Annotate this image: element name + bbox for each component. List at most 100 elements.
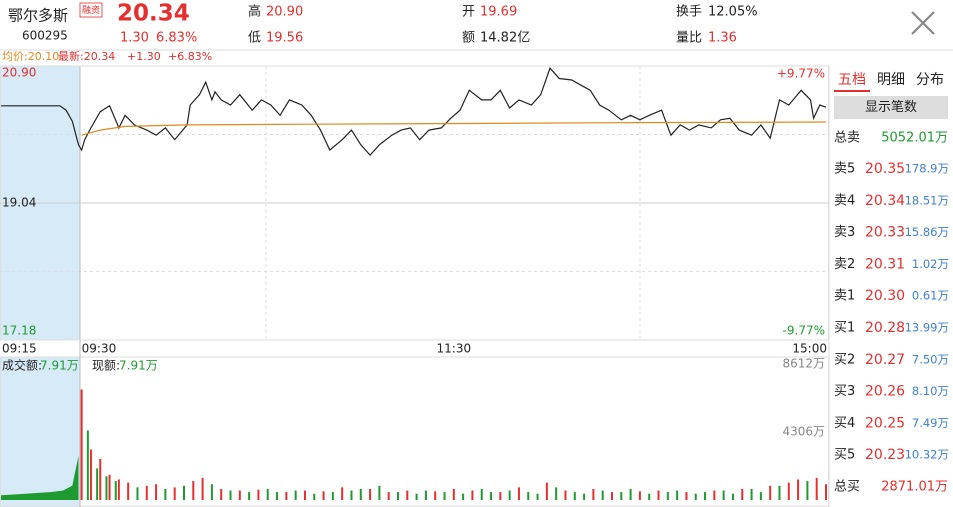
volume-bar	[536, 493, 539, 500]
volume-bar	[294, 490, 297, 500]
volume-bar	[676, 490, 679, 500]
volume-bar	[657, 490, 660, 500]
volume-bar	[573, 492, 576, 500]
y-tick-label: 8612万	[782, 357, 825, 371]
volume-bar	[787, 482, 790, 500]
volume-bar	[629, 488, 632, 500]
volume-bar	[108, 474, 111, 500]
volume-bar	[666, 492, 669, 500]
book-price: 20.31	[865, 256, 905, 272]
low: 19.56	[266, 31, 303, 46]
volume-bar	[741, 488, 744, 500]
pre-market-volume	[1, 455, 79, 500]
book-label: 买4	[834, 416, 855, 431]
book-price: 20.28	[865, 320, 905, 336]
volume-bar	[201, 477, 204, 500]
label: 高	[248, 4, 261, 20]
volume-bar	[322, 491, 325, 500]
y2-tick-label: +9.77%	[777, 67, 825, 81]
volume-bar	[517, 487, 520, 500]
book-label: 卖2	[834, 257, 855, 272]
volume-bar	[434, 491, 437, 500]
volume-bar	[713, 490, 716, 500]
last-price: 20.34	[117, 1, 190, 27]
volume-bar	[127, 482, 130, 500]
volume-bar	[704, 492, 707, 500]
x-tick-label: 09:30	[82, 342, 117, 356]
volume-bar	[145, 485, 148, 500]
volume-bar	[248, 492, 251, 500]
book-volume: 178.9万	[905, 162, 949, 176]
volume-bar	[136, 487, 139, 500]
volume-bar	[564, 490, 567, 500]
turnover: 12.05%	[708, 5, 758, 20]
high: 20.90	[266, 5, 303, 20]
volume-bar	[415, 493, 418, 500]
volume-bar	[797, 479, 800, 500]
volume-bar	[396, 492, 399, 500]
y-tick-label: 19.04	[2, 196, 36, 210]
avg-price: 均价:20.10	[2, 50, 59, 63]
volume-bar	[220, 488, 223, 500]
volume-bar	[685, 492, 688, 500]
volume-bar	[182, 485, 185, 500]
volume-bar	[303, 490, 306, 500]
volume-bar	[369, 488, 372, 500]
volume-bar	[592, 488, 595, 500]
book-label: 卖1	[834, 289, 855, 304]
book-price: 20.27	[865, 352, 905, 368]
volume-bar	[601, 490, 604, 500]
price-line	[81, 121, 827, 136]
amount: 14.82亿	[480, 31, 530, 46]
x-tick-label: 15:00	[792, 342, 827, 356]
volume-bar	[117, 479, 120, 500]
book-volume: 8.10万	[912, 384, 949, 398]
volume-bar	[731, 493, 734, 500]
total-sell: 5052.01万	[881, 131, 948, 146]
volume-bar	[238, 490, 241, 500]
show-count-button[interactable]	[834, 96, 948, 119]
badge-box	[79, 2, 103, 18]
label: 总卖	[834, 131, 860, 146]
book-volume: 7.50万	[912, 352, 949, 366]
volume-bar	[155, 484, 158, 500]
volume-bar	[648, 493, 651, 500]
book-volume: 13.99万	[905, 321, 949, 335]
book-label: 卖3	[834, 225, 855, 240]
pre-market-shade	[0, 357, 80, 507]
volume-bar	[722, 490, 725, 500]
volume-bar	[276, 492, 279, 500]
volume-bar	[192, 481, 195, 500]
badge: 融资	[82, 5, 100, 16]
book-price: 20.23	[865, 447, 905, 463]
label: 换手	[676, 5, 702, 20]
volume-bar	[545, 482, 548, 500]
book-price: 20.33	[865, 225, 905, 241]
book-label: 买3	[834, 384, 855, 399]
volume-bar	[80, 389, 83, 500]
total-buy: 2871.01万	[881, 480, 948, 495]
volume-bar	[424, 490, 427, 500]
y2-tick-label: -9.77%	[783, 324, 825, 338]
y-tick-label: 20.90	[2, 66, 36, 80]
volume-bar	[555, 487, 558, 500]
label: 总买	[834, 480, 860, 495]
volume-bar	[462, 493, 465, 500]
volume-bar	[378, 485, 381, 500]
info-change: +1.30	[127, 50, 161, 63]
volume-bar	[499, 492, 502, 500]
volume-bar	[471, 490, 474, 500]
volume-bar	[480, 488, 483, 500]
volume-bar	[769, 485, 772, 500]
volume-bar	[173, 487, 176, 500]
price-line	[1, 67, 827, 156]
book-volume: 1.02万	[912, 257, 949, 271]
volume-bar	[610, 492, 613, 500]
open: 19.69	[480, 5, 517, 20]
volume-bar	[257, 489, 260, 500]
volume-bar	[508, 490, 511, 500]
change: 1.30	[120, 31, 149, 46]
close-button[interactable]	[911, 11, 935, 35]
latest: 最新:20.34	[58, 49, 115, 63]
